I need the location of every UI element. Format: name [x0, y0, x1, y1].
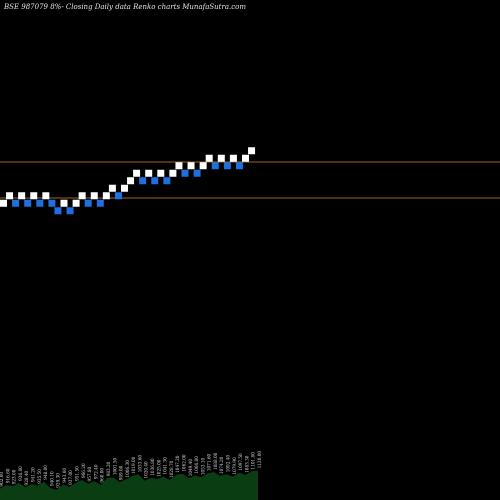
- renko-brick-down: [223, 162, 231, 170]
- renko-brick-down: [151, 177, 159, 185]
- renko-brick-up: [248, 147, 256, 155]
- renko-brick-up: [187, 162, 195, 170]
- volume-tick-label: 928.40: [24, 470, 29, 485]
- renko-brick-down: [66, 207, 74, 215]
- volume-tick-label: 1019.00: [131, 456, 136, 474]
- renko-brick-up: [133, 169, 141, 177]
- volume-tick-label: 923.00: [12, 469, 17, 484]
- volume-tick-label: 941.20: [30, 467, 35, 482]
- volume-tick-label: 972.40: [93, 464, 98, 479]
- renko-brick-up: [90, 192, 98, 200]
- volume-tick-label: 1074.20: [219, 456, 224, 474]
- volume-tick-label: 983.20: [106, 461, 111, 476]
- volume-tick-label: 1066.80: [194, 456, 199, 474]
- volume-area: [0, 470, 258, 500]
- renko-brick-up: [42, 192, 50, 200]
- volume-tick-label: 1036.80: [150, 458, 155, 476]
- renko-brick-up: [60, 199, 68, 207]
- renko-brick-up: [242, 154, 249, 162]
- renko-brick-up: [205, 154, 213, 162]
- renko-brick-down: [54, 207, 62, 215]
- renko-brick-up: [30, 192, 38, 200]
- renko-brick-up: [145, 169, 153, 177]
- volume-tick-label: 1025.00: [156, 459, 161, 477]
- volume-labels: 902.00 916.60 923.00 936.80 928.40 941.20 935.…: [0, 451, 262, 488]
- volume-tick-label: 960.00: [100, 468, 105, 483]
- renko-brick-up: [157, 169, 165, 177]
- volume-tick-label: 1079.90: [232, 457, 237, 475]
- renko-brick-down: [211, 162, 219, 170]
- renko-brick-up: [217, 154, 225, 162]
- volume-tick-label: 1006.30: [125, 460, 130, 478]
- volume-tick-label: 937.00: [68, 470, 73, 485]
- volume-tick-label: 1088.00: [213, 452, 218, 470]
- volume-tick-label: 1097.50: [238, 453, 243, 471]
- renko-brick-up: [229, 154, 237, 162]
- renko-brick-down: [193, 169, 201, 177]
- renko-brick-down: [96, 199, 104, 207]
- volume-tick-label: 929.30: [56, 473, 61, 488]
- volume-tick-label: 951.50: [75, 466, 80, 481]
- volume-tick-label: 943.60: [62, 468, 67, 483]
- volume-tick-label: 1001.50: [112, 458, 117, 476]
- volume-tick-label: 1028.70: [169, 460, 174, 478]
- volume-tick-label: 1120.00: [257, 451, 262, 469]
- renko-brick-down: [139, 177, 147, 185]
- volume-tick-label: 1083.30: [244, 455, 249, 473]
- volume-tick-label: 1041.30: [163, 457, 168, 475]
- volume-fill: [0, 470, 258, 500]
- renko-brick-up: [127, 177, 135, 185]
- volume-tick-label: 1020.40: [144, 461, 149, 479]
- renko-brick-down: [235, 162, 243, 170]
- renko-brick-down: [24, 199, 32, 207]
- renko-brick-up: [175, 162, 183, 170]
- renko-brick-up: [199, 162, 207, 170]
- renko-brick-down: [48, 199, 56, 207]
- volume-tick-label: 1071.60: [207, 454, 212, 472]
- renko-bricks: [0, 147, 256, 215]
- volume-tick-label: 966.20: [81, 463, 86, 478]
- renko-brick-up: [6, 192, 14, 200]
- volume-tick-label: 957.80: [87, 466, 92, 481]
- volume-tick-label: 1062.00: [181, 454, 186, 472]
- renko-brick-up: [102, 192, 110, 200]
- renko-brick-up: [18, 192, 26, 200]
- renko-brick-down: [84, 199, 92, 207]
- volume-tick-label: 940.10: [49, 471, 54, 486]
- volume-tick-label: 1049.40: [188, 459, 193, 477]
- renko-brick-up: [72, 199, 80, 207]
- volume-tick-label: 936.80: [18, 466, 23, 481]
- volume-tick-label: 1092.40: [226, 455, 231, 473]
- renko-brick-down: [36, 199, 44, 207]
- renko-brick-up: [169, 169, 177, 177]
- renko-brick-down: [12, 199, 20, 207]
- renko-brick-down: [114, 192, 122, 200]
- volume-tick-label: 916.60: [5, 468, 10, 483]
- volume-tick-label: 1053.10: [200, 458, 205, 476]
- volume-tick-label: 902.00: [0, 472, 4, 487]
- renko-brick-up: [0, 199, 7, 207]
- volume-tick-label: 935.50: [37, 469, 42, 484]
- volume-tick-label: 948.00: [43, 465, 48, 480]
- volume-tick-label: 1101.80: [251, 452, 256, 470]
- volume-tick-label: 989.00: [119, 465, 124, 480]
- renko-brick-down: [163, 177, 171, 185]
- renko-brick-up: [78, 192, 86, 200]
- chart-title: BSE 987079 8%- Closing Daily data Renko …: [3, 3, 246, 11]
- renko-brick-up: [108, 184, 116, 192]
- volume-tick-label: 1033.60: [137, 455, 142, 473]
- volume-tick-label: 1047.20: [175, 455, 180, 473]
- renko-brick-up: [121, 184, 128, 192]
- renko-brick-down: [181, 169, 189, 177]
